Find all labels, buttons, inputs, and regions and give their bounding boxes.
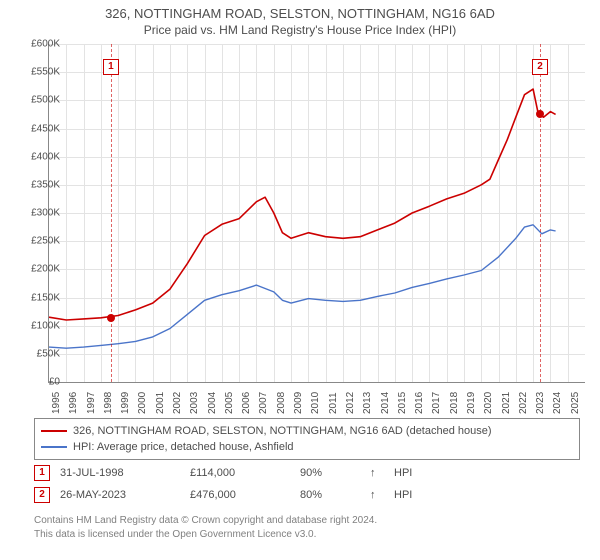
event-vline-2: [540, 44, 541, 382]
footer-line2: This data is licensed under the Open Gov…: [34, 528, 580, 542]
x-axis-label: 2008: [276, 392, 287, 414]
y-axis-label: £600K: [31, 39, 60, 50]
event-marker-1: 1: [103, 59, 119, 75]
transaction-date: 26-MAY-2023: [60, 489, 180, 501]
y-axis-label: £0: [49, 377, 60, 388]
x-axis-label: 2013: [362, 392, 373, 414]
x-axis-label: 2019: [466, 392, 477, 414]
transaction-row: 2 26-MAY-2023 £476,000 80% ↑ HPI: [34, 484, 580, 506]
footer-line1: Contains HM Land Registry data © Crown c…: [34, 514, 580, 528]
event-dot-1: [107, 314, 115, 322]
y-axis-label: £150K: [31, 292, 60, 303]
event-vline-1: [111, 44, 112, 382]
x-axis-label: 2010: [310, 392, 321, 414]
x-axis-label: 2024: [552, 392, 563, 414]
x-axis-label: 1998: [103, 392, 114, 414]
arrow-up-icon: ↑: [370, 489, 384, 501]
chart-lines: [49, 44, 585, 382]
transaction-date: 31-JUL-1998: [60, 467, 180, 479]
x-axis-label: 2011: [328, 392, 339, 414]
x-axis-label: 2006: [241, 392, 252, 414]
legend-label: 326, NOTTINGHAM ROAD, SELSTON, NOTTINGHA…: [73, 423, 492, 439]
x-axis-label: 1997: [86, 392, 97, 414]
legend-swatch: [41, 446, 67, 448]
transaction-row: 1 31-JUL-1998 £114,000 90% ↑ HPI: [34, 462, 580, 484]
chart-subtitle: Price paid vs. HM Land Registry's House …: [0, 23, 600, 37]
chart-title: 326, NOTTINGHAM ROAD, SELSTON, NOTTINGHA…: [0, 6, 600, 21]
x-axis-label: 1999: [120, 392, 131, 414]
transaction-pct: 80%: [300, 489, 360, 501]
footer-attribution: Contains HM Land Registry data © Crown c…: [34, 514, 580, 542]
event-dot-2: [536, 110, 544, 118]
transaction-marker: 1: [34, 465, 50, 481]
x-axis-label: 2009: [293, 392, 304, 414]
y-axis-label: £50K: [37, 348, 60, 359]
series-price_paid: [49, 89, 556, 320]
x-axis-label: 2020: [483, 392, 494, 414]
x-axis-label: 2015: [397, 392, 408, 414]
y-axis-label: £450K: [31, 123, 60, 134]
legend-label: HPI: Average price, detached house, Ashf…: [73, 439, 294, 455]
x-axis-label: 2022: [518, 392, 529, 414]
legend-row: 326, NOTTINGHAM ROAD, SELSTON, NOTTINGHA…: [41, 423, 573, 439]
x-axis-label: 2004: [207, 392, 218, 414]
x-axis-label: 2012: [345, 392, 356, 414]
x-axis-label: 2025: [570, 392, 581, 414]
legend-row: HPI: Average price, detached house, Ashf…: [41, 439, 573, 455]
x-axis-label: 2018: [449, 392, 460, 414]
x-axis-label: 2003: [189, 392, 200, 414]
x-axis-label: 2001: [155, 392, 166, 414]
y-axis-label: £350K: [31, 179, 60, 190]
x-axis-label: 2007: [258, 392, 269, 414]
transactions-table: 1 31-JUL-1998 £114,000 90% ↑ HPI 2 26-MAY-2023 £…: [34, 462, 580, 506]
x-axis-label: 2023: [535, 392, 546, 414]
series-hpi: [49, 225, 556, 348]
transaction-marker: 2: [34, 487, 50, 503]
x-axis-label: 2017: [431, 392, 442, 414]
legend-swatch: [41, 430, 67, 432]
y-axis-label: £500K: [31, 95, 60, 106]
x-axis-label: 2005: [224, 392, 235, 414]
y-axis-label: £400K: [31, 151, 60, 162]
x-axis-label: 1996: [68, 392, 79, 414]
chart-plot-area: 12: [48, 44, 585, 383]
transaction-pct: 90%: [300, 467, 360, 479]
x-axis-label: 2021: [501, 392, 512, 414]
arrow-up-icon: ↑: [370, 467, 384, 479]
chart-legend: 326, NOTTINGHAM ROAD, SELSTON, NOTTINGHA…: [34, 418, 580, 460]
x-axis-label: 1995: [51, 392, 62, 414]
x-axis-label: 2014: [380, 392, 391, 414]
transaction-price: £114,000: [190, 467, 290, 479]
transaction-hpi-label: HPI: [394, 467, 424, 479]
event-marker-2: 2: [532, 59, 548, 75]
y-axis-label: £550K: [31, 67, 60, 78]
y-axis-label: £300K: [31, 208, 60, 219]
x-axis-label: 2016: [414, 392, 425, 414]
x-axis-label: 2002: [172, 392, 183, 414]
y-axis-label: £200K: [31, 264, 60, 275]
y-axis-label: £100K: [31, 320, 60, 331]
x-axis-label: 2000: [137, 392, 148, 414]
transaction-hpi-label: HPI: [394, 489, 424, 501]
transaction-price: £476,000: [190, 489, 290, 501]
y-axis-label: £250K: [31, 236, 60, 247]
